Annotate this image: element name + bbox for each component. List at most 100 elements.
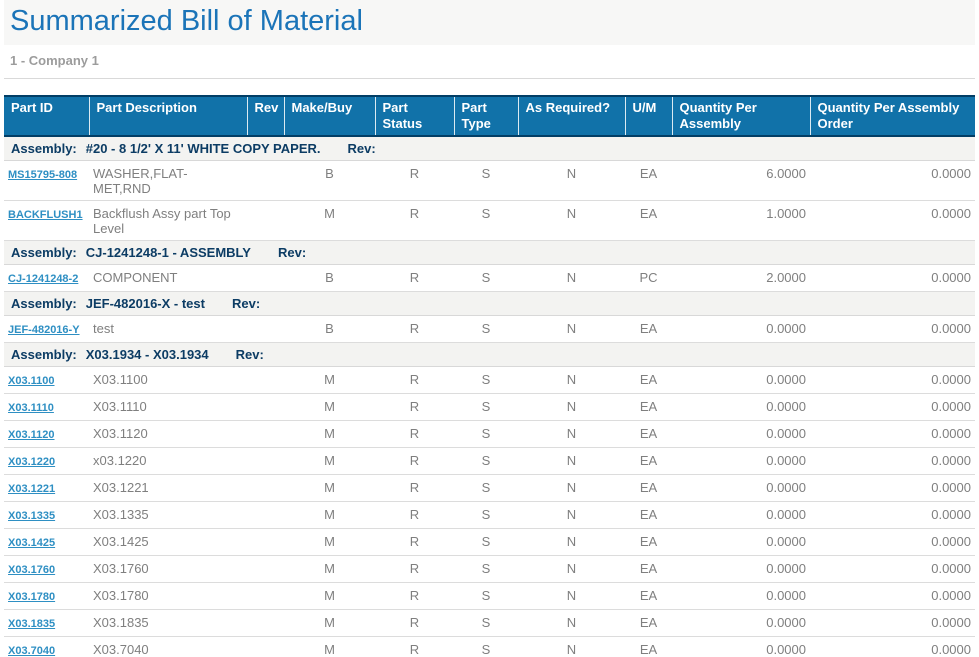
rev-cell (247, 264, 284, 292)
part-type-cell: S (454, 366, 518, 394)
make-buy-cell: M (284, 636, 375, 657)
um-cell: EA (625, 636, 672, 657)
as-required-cell: N (518, 315, 625, 343)
qty-per-assembly-cell: 0.0000 (672, 366, 810, 394)
assembly-label: Assembly: (11, 296, 77, 311)
part-id-link[interactable]: X03.1780 (8, 591, 56, 603)
table-row: X03.1835 X03.1835 M R S N EA 0.0000 0.0000 (4, 609, 975, 637)
rev-cell (247, 447, 284, 475)
column-header-part-id: Part ID (4, 95, 89, 137)
um-cell: EA (625, 474, 672, 502)
part-id-link[interactable]: X03.1110 (8, 402, 54, 414)
table-row: X03.7040 X03.7040 M R S N EA 0.0000 0.0000 (4, 636, 975, 657)
part-id-cell: X03.1835 (4, 609, 89, 637)
as-required-cell: N (518, 420, 625, 448)
part-status-cell: R (375, 609, 454, 637)
rev-cell (247, 420, 284, 448)
table-row: X03.1110 X03.1110 M R S N EA 0.0000 0.0000 (4, 393, 975, 421)
page-title: Summarized Bill of Material (10, 5, 363, 37)
qty-per-assembly-order-cell: 0.0000 (810, 366, 975, 394)
part-id-link[interactable]: X03.1220 (8, 456, 56, 468)
part-type-cell: S (454, 200, 518, 241)
part-id-link[interactable]: X03.1760 (8, 564, 56, 576)
part-id-link[interactable]: JEF-482016-Y (8, 324, 80, 336)
assembly-group-row: Assembly: JEF-482016-X - test Rev: (4, 291, 975, 316)
as-required-cell: N (518, 366, 625, 394)
assembly-value: JEF-482016-X - test (85, 296, 205, 311)
qty-per-assembly-order-cell: 0.0000 (810, 315, 975, 343)
description-cell: X03.1120 (89, 420, 247, 448)
column-header-part-status: Part Status (374, 95, 454, 137)
rev-cell (247, 636, 284, 657)
description-cell: X03.7040 (89, 636, 247, 657)
um-cell: EA (625, 393, 672, 421)
part-id-cell: X03.1110 (4, 393, 89, 421)
part-type-cell: S (454, 609, 518, 637)
um-cell: EA (625, 501, 672, 529)
rev-cell (247, 315, 284, 343)
description-cell: X03.1835 (89, 609, 247, 637)
part-id-cell: X03.1120 (4, 420, 89, 448)
part-id-cell: JEF-482016-Y (4, 315, 89, 343)
make-buy-cell: M (284, 200, 375, 241)
make-buy-cell: M (284, 555, 375, 583)
description-cell: X03.1760 (89, 555, 247, 583)
column-header-u-m: U/M (624, 95, 672, 137)
um-cell: EA (625, 160, 672, 201)
qty-per-assembly-order-cell: 0.0000 (810, 609, 975, 637)
qty-per-assembly-order-cell: 0.0000 (810, 200, 975, 241)
as-required-cell: N (518, 528, 625, 556)
part-id-cell: CJ-1241248-2 (4, 264, 89, 292)
rev-cell (247, 582, 284, 610)
assembly-label: Assembly: (11, 245, 77, 260)
column-header-rev: Rev (246, 95, 284, 137)
assembly-rev-label: Rev: (231, 296, 261, 311)
part-id-link[interactable]: X03.7040 (8, 645, 56, 657)
part-status-cell: R (375, 393, 454, 421)
part-type-cell: S (454, 528, 518, 556)
part-id-link[interactable]: X03.1221 (8, 483, 56, 495)
part-type-cell: S (454, 160, 518, 201)
part-id-link[interactable]: X03.1835 (8, 618, 56, 630)
table-row: X03.1335 X03.1335 M R S N EA 0.0000 0.0000 (4, 501, 975, 529)
part-status-cell: R (375, 160, 454, 201)
make-buy-cell: M (284, 393, 375, 421)
make-buy-cell: B (284, 160, 375, 201)
assembly-group-cell: Assembly: X03.1934 - X03.1934 Rev: (4, 342, 975, 367)
part-id-link[interactable]: X03.1120 (8, 429, 55, 441)
part-id-link[interactable]: CJ-1241248-2 (8, 273, 79, 285)
part-id-link[interactable]: BACKFLUSH1 (8, 209, 83, 221)
assembly-group-cell: Assembly: JEF-482016-X - test Rev: (4, 291, 975, 316)
as-required-cell: N (518, 636, 625, 657)
rev-cell (247, 474, 284, 502)
description-cell: x03.1220 (89, 447, 247, 475)
part-type-cell: S (454, 501, 518, 529)
um-cell: EA (625, 200, 672, 241)
as-required-cell: N (518, 264, 625, 292)
rev-cell (247, 160, 284, 201)
make-buy-cell: M (284, 447, 375, 475)
column-header-part-description: Part Description (88, 95, 247, 137)
table-row: X03.1120 X03.1120 M R S N EA 0.0000 0.0000 (4, 420, 975, 448)
assembly-rev-label: Rev: (235, 347, 264, 362)
part-id-link[interactable]: X03.1335 (8, 510, 56, 522)
make-buy-cell: M (284, 501, 375, 529)
part-type-cell: S (454, 264, 518, 292)
part-status-cell: R (375, 636, 454, 657)
qty-per-assembly-cell: 0.0000 (672, 420, 810, 448)
part-id-link[interactable]: X03.1425 (8, 537, 56, 549)
assembly-value: #20 - 8 1/2' X 11' WHITE COPY PAPER. (85, 141, 321, 156)
part-id-link[interactable]: MS15795-808 (8, 169, 78, 181)
part-status-cell: R (375, 582, 454, 610)
as-required-cell: N (518, 393, 625, 421)
make-buy-cell: M (284, 609, 375, 637)
part-id-link[interactable]: X03.1100 (8, 375, 55, 387)
qty-per-assembly-order-cell: 0.0000 (810, 528, 975, 556)
rev-cell (247, 393, 284, 421)
as-required-cell: N (518, 474, 625, 502)
header-divider (4, 78, 975, 79)
assembly-group-row: Assembly: CJ-1241248-1 - ASSEMBLY Rev: (4, 240, 975, 265)
rev-cell (247, 555, 284, 583)
description-cell: X03.1335 (89, 501, 247, 529)
qty-per-assembly-order-cell: 0.0000 (810, 501, 975, 529)
